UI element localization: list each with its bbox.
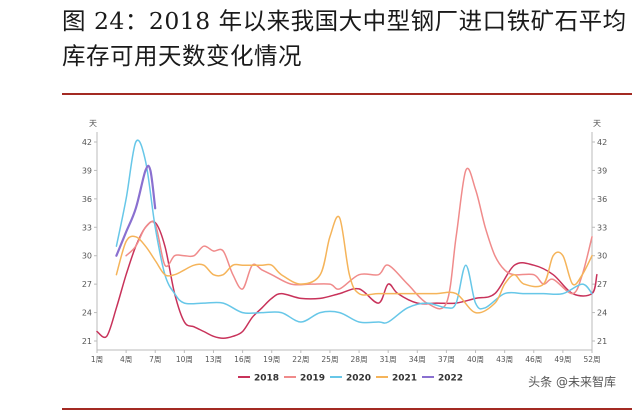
x-tick-label: 31周: [380, 355, 397, 364]
x-tick-label: 19周: [263, 355, 280, 364]
x-tick-label: 25周: [321, 355, 338, 364]
figure-title: 图 24：2018 年以来我国大中型钢厂进口铁矿石平均库存可用天数变化情况: [62, 7, 627, 70]
legend-label-2021: 2021: [392, 374, 417, 384]
left-y-tick-label: 24: [82, 309, 92, 318]
right-y-tick-label: 36: [597, 195, 607, 204]
x-tick-label: 4周: [120, 355, 132, 364]
right-y-tick-label: 30: [597, 252, 607, 261]
left-axis-unit: 天: [89, 119, 97, 128]
x-tick-label: 43周: [496, 355, 513, 364]
left-y-tick-label: 33: [82, 223, 92, 232]
legend: 2018 2019 2020 2021 2022: [238, 374, 463, 384]
left-y-tick-label: 42: [82, 138, 92, 147]
x-tick-label: 37周: [438, 355, 455, 364]
series-line-2020: [115, 139, 593, 324]
right-axis-unit: 天: [593, 119, 601, 128]
x-tick-label: 34周: [409, 355, 426, 364]
x-tick-label: 28周: [351, 355, 368, 364]
legend-label-2022: 2022: [438, 374, 463, 384]
left-y-tick-label: 27: [82, 280, 92, 289]
x-tick-label: 52周: [583, 355, 600, 364]
x-tick-label: 22周: [292, 355, 309, 364]
right-y-tick-label: 27: [597, 280, 607, 289]
right-y-tick-label: 24: [597, 309, 607, 318]
right-y-tick-label: 42: [597, 138, 607, 147]
legend-label-2020: 2020: [346, 374, 371, 384]
series-line-2022: [115, 164, 157, 257]
x-tick-label: 49周: [554, 355, 571, 364]
x-tick-label: 13周: [205, 355, 222, 364]
series-line-2019: [125, 167, 593, 310]
watermark: 头条 @未来智库: [526, 372, 618, 391]
series-lines: [96, 139, 598, 339]
series-line-2021: [115, 215, 593, 314]
series-line-2018: [96, 220, 598, 339]
x-tick-label: 7周: [149, 355, 161, 364]
right-y-tick-label: 39: [597, 166, 607, 175]
left-y-tick-label: 30: [82, 252, 92, 261]
bottom-divider: [62, 408, 632, 410]
left-y-tick-label: 36: [82, 195, 92, 204]
x-tick-label: 40周: [467, 355, 484, 364]
right-y-ticks: 21 24 27 30 33 36 39 42: [592, 138, 607, 346]
legend-label-2019: 2019: [300, 374, 325, 384]
legend-label-2018: 2018: [254, 374, 279, 384]
x-ticks: 1周 4周 7周 10周 13周 16周 19周 22周 25周 28周 31周 34周 37周 40周 4…: [91, 350, 601, 364]
x-tick-label: 46周: [525, 355, 542, 364]
left-y-tick-label: 21: [82, 337, 92, 346]
right-y-tick-label: 33: [597, 223, 607, 232]
x-tick-label: 16周: [234, 355, 251, 364]
right-y-tick-label: 21: [597, 337, 607, 346]
left-y-tick-label: 39: [82, 166, 92, 175]
x-tick-label: 1周: [91, 355, 103, 364]
left-y-ticks: 21 24 27 30 33 36 39 42: [82, 138, 97, 346]
x-tick-label: 10周: [176, 355, 193, 364]
title-divider: [62, 93, 632, 95]
